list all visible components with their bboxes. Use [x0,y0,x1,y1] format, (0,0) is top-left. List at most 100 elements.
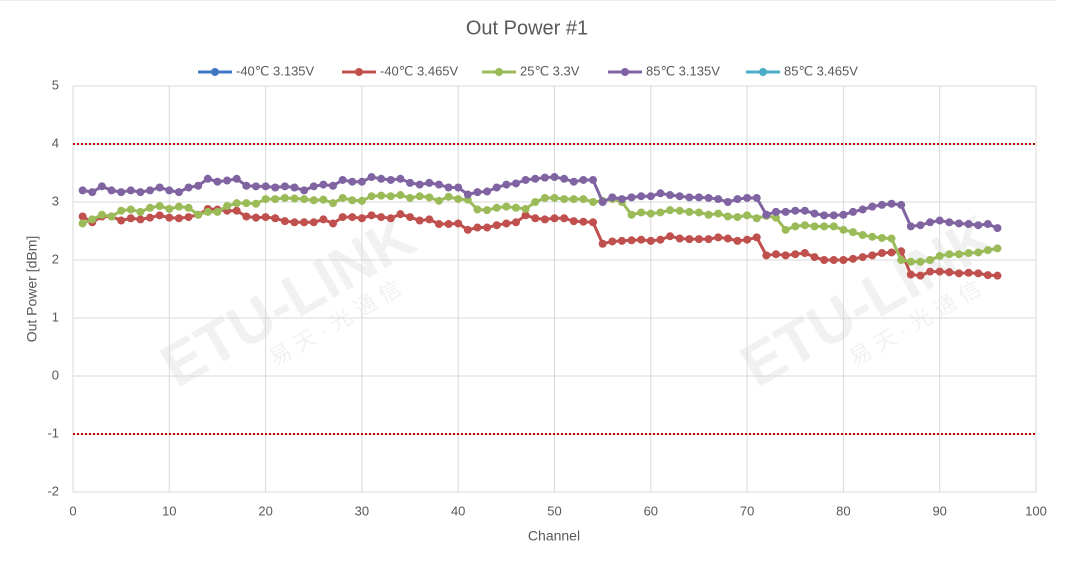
y-tick-label: 0 [52,367,59,382]
data-point [213,207,222,216]
data-point [877,200,886,209]
data-point [377,191,386,200]
data-point [983,220,992,229]
data-point [829,222,838,231]
y-tick-label: 5 [52,77,59,92]
data-point [569,177,578,186]
data-point [511,203,520,212]
data-point [261,182,270,191]
data-point [945,268,954,277]
data-point [329,181,338,190]
data-point [579,217,588,226]
data-point [155,202,164,211]
data-point [174,214,183,223]
data-point [743,193,752,202]
data-point [983,271,992,280]
data-point [521,204,530,213]
data-point [964,220,973,229]
data-point [550,193,559,202]
data-point [280,193,289,202]
data-point [791,206,800,215]
data-point [531,214,540,223]
data-point [694,208,703,217]
data-point [271,183,280,192]
data-point [223,176,232,185]
y-tick-label: 1 [52,309,59,324]
data-point [300,195,309,204]
data-point [117,188,126,197]
data-point [242,181,251,190]
data-point [800,206,809,215]
data-point [502,180,511,189]
data-point [232,206,241,215]
data-point [820,211,829,220]
data-point [146,203,155,212]
data-point [434,180,443,189]
data-point [280,217,289,226]
data-point [367,192,376,201]
data-point [617,236,626,245]
data-point [396,174,405,183]
data-point [598,239,607,248]
data-point [136,207,145,216]
data-point [540,193,549,202]
data-point [849,207,858,216]
data-point [155,183,164,192]
data-point [800,221,809,230]
data-point [184,203,193,212]
data-point [194,210,203,219]
data-point [386,175,395,184]
data-point [309,182,318,191]
data-point [367,173,376,182]
legend-label: 85℃ 3.465V [784,63,858,78]
data-point [377,174,386,183]
data-point [271,214,280,223]
data-point [540,215,549,224]
data-point [675,192,684,201]
data-point [569,195,578,204]
data-point [107,186,116,195]
data-point [704,235,713,244]
data-point [425,215,434,224]
data-point [531,198,540,206]
data-point [704,210,713,219]
data-point [714,195,723,204]
data-point [473,223,482,232]
data-point [579,175,588,184]
data-point [964,268,973,277]
data-point [858,205,867,214]
data-point [444,183,453,192]
data-point [329,219,338,228]
x-tick-label: 100 [1025,503,1047,518]
data-point [483,206,492,215]
data-point [637,192,646,201]
data-point [820,256,829,264]
data-point [319,195,328,204]
data-point [348,196,357,205]
data-point [589,175,598,184]
data-point [627,236,636,245]
data-point [589,198,598,206]
data-point [916,257,925,266]
data-point [714,233,723,242]
data-point [117,206,126,215]
data-point [935,216,944,225]
data-point [232,174,241,183]
data-point [723,212,732,221]
data-point [791,250,800,259]
data-point [858,253,867,262]
data-point [945,218,954,227]
data-point [820,222,829,231]
data-point [926,218,935,227]
data-point [974,221,983,230]
data-point [791,222,800,231]
data-point [425,178,434,187]
data-point [425,193,434,202]
y-axis-title: Out Power [dBm] [24,236,40,343]
data-point [126,186,135,195]
data-point [560,214,569,223]
data-point [396,210,405,219]
data-point [146,186,155,195]
data-point [993,224,1002,233]
